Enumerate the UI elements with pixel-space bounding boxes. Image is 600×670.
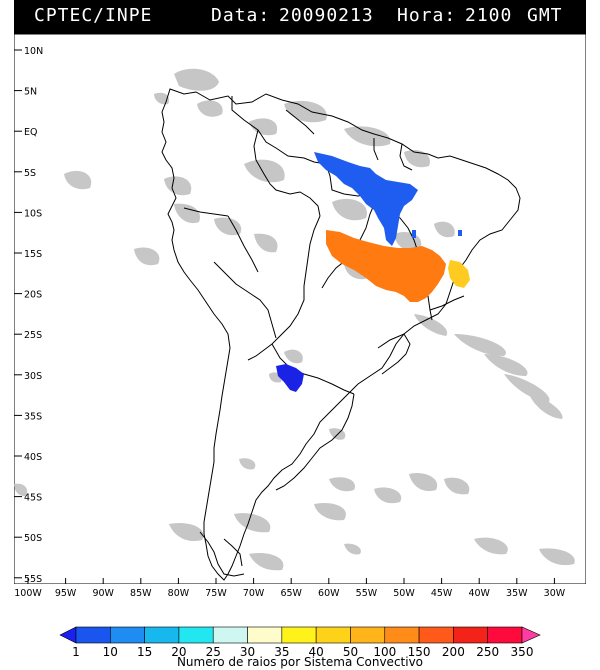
lightning-map: 10N 5N EQ 5S 10S 15S 20S 25S 30S 35S 40S 45S 50S 55S [14,34,586,584]
colorbar-segment [110,626,145,644]
colorbar-tick-label: 20 [171,645,186,659]
colorbar-segment [384,626,420,644]
lon-label: 40W [468,588,490,599]
lon-label: 100W [14,588,42,599]
date-value: 20090213 [279,5,374,26]
colorbar-tick-label: 50 [343,645,358,659]
lightning-clusters [276,152,470,392]
latitude-labels: 10N 5N EQ 5S 10S 15S 20S 25S 30S 35S 40S 45S 50S 55S [14,46,43,584]
lon-label: 80W [168,588,190,599]
colorbar-segment [75,626,111,644]
lat-label: EQ [24,127,37,138]
lat-label: 5S [24,168,36,179]
cluster-blue-small [412,230,416,238]
colorbar-segment [59,626,77,644]
colorbar-tick-label: 15 [137,645,152,659]
lat-label: 20S [24,290,42,301]
date-label: Data: [211,5,271,26]
longitude-axis: 100W 95W 90W 85W 80W 75W 70W 65W 60W 55W 50W 45W 40W… [14,588,566,599]
colorbar-segment [247,626,283,644]
hour-value: 2100 [465,5,513,26]
colorbar-tick-label: 10 [103,645,118,659]
colorbar-segment [144,626,180,644]
colorbar-segment [212,626,248,644]
title-bar: CPTEC/INPE Data: 20090213 Hora: 2100 GMT [14,0,586,34]
lon-label: 30W [544,588,566,599]
colorbar-segment [350,626,386,644]
lat-label: 50S [24,533,42,544]
colorbar-segment [487,626,523,644]
cluster-blue-east [458,230,462,236]
hour-label: Hora: [397,5,457,26]
lat-label: 55S [24,574,42,584]
timezone-label: GMT [527,5,563,26]
lat-label: 40S [24,452,42,463]
colorbar-tick-label: 250 [476,645,499,659]
cluster-orange-central [326,230,446,302]
colorbar-caption: Numero de raios por Sistema Convectivo [177,655,423,669]
lon-label: 70W [243,588,265,599]
cluster-yellow-east [448,260,470,288]
lon-label: 90W [92,588,114,599]
source-label: CPTEC/INPE [34,5,153,26]
lat-label: 5N [24,87,37,98]
colorbar-tick-label: 35 [274,645,289,659]
lon-label: 55W [356,588,378,599]
colorbar-segment [281,626,317,644]
lat-label: 25S [24,330,42,341]
colorbar-segment [418,626,454,644]
lat-label: 15S [24,249,42,260]
colorbar-tick-label: 100 [373,645,396,659]
lon-label: 85W [130,588,152,599]
colorbar-segment [453,626,488,644]
colorbar-tick-label: 350 [511,645,534,659]
longitude-ticks [27,578,555,584]
lon-label: 95W [55,588,77,599]
colorbar-tick-label: 25 [206,645,221,659]
colorbar-tick-label: 1 [72,645,80,659]
lon-label: 60W [318,588,340,599]
colorbar-segment [178,626,214,644]
lat-label: 10S [24,208,42,219]
lon-label: 45W [431,588,453,599]
colorbar-tick-label: 30 [240,645,255,659]
lat-label: 45S [24,493,42,504]
colorbar-segment [315,626,351,644]
cluster-blue-south [276,364,304,392]
colorbar-tick-label: 200 [442,645,465,659]
cluster-blue-north [314,152,418,246]
cloud-cover [14,68,575,571]
lat-label: 30S [24,371,42,382]
lat-label: 35S [24,411,42,422]
colorbar-tick-label: 150 [408,645,431,659]
lon-label: 50W [393,588,415,599]
colorbar-tick-label: 40 [309,645,324,659]
lon-label: 35W [506,588,528,599]
colorbar: 1 10 15 20 25 30 35 40 50 100 150 200 250 350 Numero … [59,626,541,669]
lon-label: 65W [280,588,302,599]
colorbar-segment [521,626,541,644]
lon-label: 75W [205,588,227,599]
lat-label: 10N [24,46,43,57]
